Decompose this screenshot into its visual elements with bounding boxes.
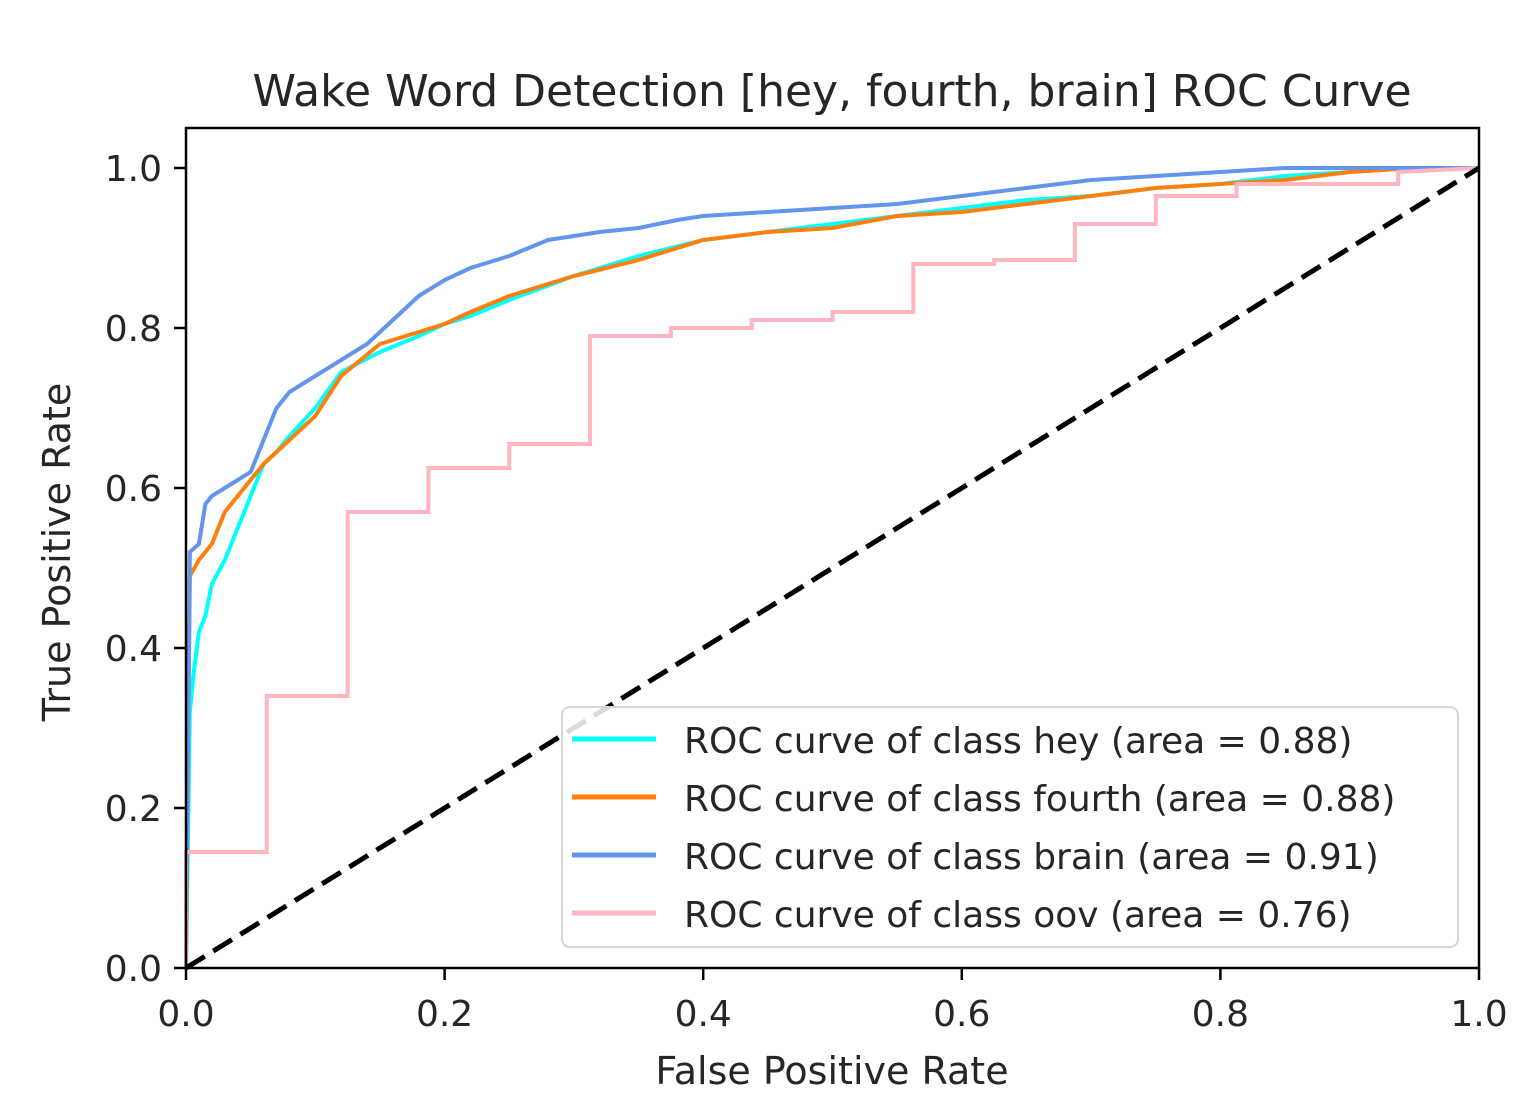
legend-items: ROC curve of class hey (area = 0.88) ROC … (572, 721, 1395, 936)
y-tick-label: 0.2 (105, 789, 162, 830)
x-tick-label: 0.0 (157, 994, 214, 1035)
legend-box (561, 706, 1459, 948)
chart-title: Wake Word Detection [hey, fourth, brain]… (252, 66, 1411, 117)
series-line-1 (184, 166, 1479, 969)
legend-label: ROC curve of class oov (area = 0.76) (684, 895, 1352, 936)
x-tick-label: 1.0 (1450, 994, 1507, 1035)
series-line-2 (184, 166, 1479, 969)
x-tick-label: 0.2 (416, 994, 473, 1035)
y-tick-label: 0.4 (105, 629, 162, 670)
x-tick-label: 0.6 (933, 994, 990, 1035)
y-tick-label: 0.8 (105, 309, 162, 350)
legend: ROC curve of class hey (area = 0.88) ROC … (561, 706, 1459, 948)
y-tick-label: 1.0 (105, 149, 162, 190)
legend-label: ROC curve of class hey (area = 0.88) (684, 721, 1352, 762)
legend-label: ROC curve of class brain (area = 0.91) (684, 837, 1379, 878)
plot-frame (184, 126, 1481, 970)
chance-diagonal-line (184, 165, 1481, 971)
legend-label: ROC curve of class fourth (area = 0.88) (684, 779, 1395, 820)
y-axis-label: True Positive Rate (35, 383, 79, 723)
y-tick-label: 0.0 (105, 949, 162, 990)
x-tick-label: 0.4 (675, 994, 732, 1035)
series-layer (184, 165, 1481, 971)
x-axis-label: False Positive Rate (655, 1049, 1008, 1093)
y-axis-ticks: 0.0 0.2 0.4 0.6 0.8 1.0 (105, 149, 186, 990)
series-line-3 (184, 166, 1480, 968)
x-tick-label: 0.8 (1192, 994, 1249, 1035)
x-axis-ticks: 0.0 0.2 0.4 0.6 0.8 1.0 (157, 968, 1508, 1035)
y-tick-label: 0.6 (105, 469, 162, 510)
